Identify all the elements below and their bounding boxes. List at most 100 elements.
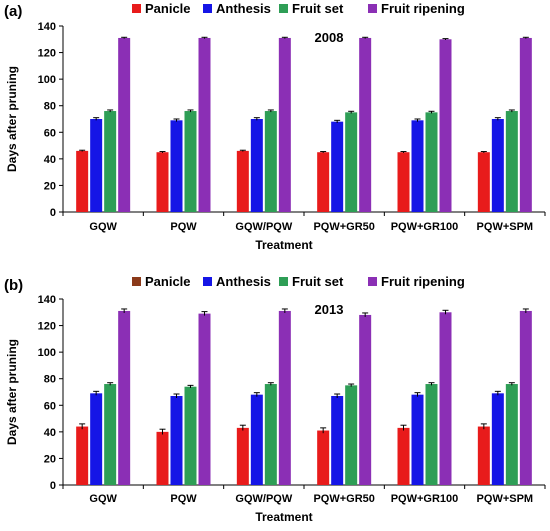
bar-fruit-set xyxy=(184,386,197,485)
bar-fruit-ripening xyxy=(359,314,372,485)
panel-label: (a) xyxy=(4,3,22,20)
bar-panicle xyxy=(477,152,490,212)
bar-anthesis xyxy=(491,119,504,212)
bar-anthesis xyxy=(170,395,183,485)
y-tick-label: 0 xyxy=(50,480,56,492)
bar-panicle xyxy=(477,426,490,485)
bar-fruit-ripening xyxy=(198,37,211,213)
bar-anthesis xyxy=(250,394,263,485)
bar-anthesis xyxy=(411,120,424,212)
bar-anthesis xyxy=(331,121,344,212)
bar-anthesis xyxy=(491,393,504,485)
y-axis-title: Days after pruning xyxy=(5,339,19,445)
legend-label-fruit-set: Fruit set xyxy=(292,1,344,16)
bar-panicle xyxy=(397,152,410,212)
y-tick-label: 40 xyxy=(44,154,56,166)
bar-fruit-ripening xyxy=(118,310,131,485)
bar-anthesis xyxy=(90,393,103,485)
bar-fruit-set xyxy=(425,112,438,212)
bar-anthesis xyxy=(250,119,263,212)
y-tick-label: 100 xyxy=(38,74,56,86)
bar-fruit-set xyxy=(264,111,277,212)
bar-anthesis xyxy=(170,120,183,212)
bar-fruit-ripening xyxy=(439,312,452,485)
bar-panicle xyxy=(76,426,89,485)
legend-swatch-fruit-ripening xyxy=(368,277,377,286)
x-tick-label: GQW xyxy=(89,493,117,505)
legend-swatch-fruit-set xyxy=(279,4,288,13)
year-annotation: 2008 xyxy=(315,30,344,45)
y-tick-label: 140 xyxy=(38,21,56,33)
legend-label-anthesis: Anthesis xyxy=(216,1,271,16)
bar-anthesis xyxy=(411,394,424,485)
bar-fruit-set xyxy=(505,384,518,485)
bar-fruit-set xyxy=(184,111,197,212)
bar-panicle xyxy=(236,427,249,485)
x-tick-label: PQW xyxy=(170,221,197,233)
legend-label-fruit-ripening: Fruit ripening xyxy=(381,274,465,289)
legend-label-fruit-set: Fruit set xyxy=(292,274,344,289)
y-tick-label: 120 xyxy=(38,321,56,333)
y-tick-label: 80 xyxy=(44,374,56,386)
x-tick-label: PQW+GR50 xyxy=(313,493,374,505)
bar-panicle xyxy=(317,152,330,212)
bar-fruit-ripening xyxy=(198,313,211,485)
legend-label-panicle: Panicle xyxy=(145,274,191,289)
legend-swatch-fruit-ripening xyxy=(368,4,377,13)
bar-fruit-ripening xyxy=(519,310,532,485)
bar-fruit-ripening xyxy=(519,37,532,213)
y-tick-label: 80 xyxy=(44,101,56,113)
bar-fruit-ripening xyxy=(278,310,291,485)
bar-fruit-set xyxy=(104,384,117,485)
x-tick-label: GQW/PQW xyxy=(235,493,292,505)
bar-panicle xyxy=(317,430,330,485)
y-tick-label: 60 xyxy=(44,127,56,139)
bar-fruit-set xyxy=(264,384,277,485)
x-tick-label: GQW xyxy=(89,221,117,233)
panel-label: (b) xyxy=(4,277,23,294)
x-axis-title: Treatment xyxy=(255,238,312,252)
bar-anthesis xyxy=(90,119,103,212)
legend-label-panicle: Panicle xyxy=(145,1,191,16)
y-tick-label: 100 xyxy=(38,347,56,359)
bar-panicle xyxy=(156,431,169,485)
legend-swatch-fruit-set xyxy=(279,277,288,286)
bar-panicle xyxy=(397,427,410,485)
legend-swatch-anthesis xyxy=(203,277,212,286)
y-tick-label: 20 xyxy=(44,180,56,192)
legend-swatch-panicle xyxy=(132,4,141,13)
bar-panicle xyxy=(236,150,249,212)
bar-fruit-set xyxy=(104,111,117,212)
bar-fruit-set xyxy=(345,385,358,485)
y-axis-title: Days after pruning xyxy=(5,66,19,172)
x-axis-title: Treatment xyxy=(255,510,312,524)
x-tick-label: GQW/PQW xyxy=(235,221,292,233)
legend-swatch-anthesis xyxy=(203,4,212,13)
y-tick-label: 40 xyxy=(44,427,56,439)
legend-label-fruit-ripening: Fruit ripening xyxy=(381,1,465,16)
bar-fruit-set xyxy=(345,112,358,212)
y-tick-label: 140 xyxy=(38,294,56,306)
y-tick-label: 120 xyxy=(38,48,56,60)
x-tick-label: PQW+GR100 xyxy=(391,221,459,233)
year-annotation: 2013 xyxy=(315,302,344,317)
y-tick-label: 60 xyxy=(44,400,56,412)
y-tick-label: 20 xyxy=(44,453,56,465)
bar-fruit-ripening xyxy=(439,39,452,213)
x-tick-label: PQW+GR100 xyxy=(391,493,459,505)
x-tick-label: PQW+SPM xyxy=(477,493,534,505)
bar-anthesis xyxy=(331,395,344,485)
x-tick-label: PQW+SPM xyxy=(477,221,534,233)
bar-panicle xyxy=(156,152,169,212)
x-tick-label: PQW xyxy=(170,493,197,505)
legend-label-anthesis: Anthesis xyxy=(216,274,271,289)
x-tick-label: PQW+GR50 xyxy=(313,221,374,233)
bar-fruit-ripening xyxy=(118,37,131,213)
bar-fruit-set xyxy=(505,111,518,212)
bar-fruit-ripening xyxy=(278,37,291,213)
bar-fruit-ripening xyxy=(359,37,372,213)
y-tick-label: 0 xyxy=(50,207,56,219)
legend-swatch-panicle xyxy=(132,277,141,286)
bar-panicle xyxy=(76,150,89,212)
